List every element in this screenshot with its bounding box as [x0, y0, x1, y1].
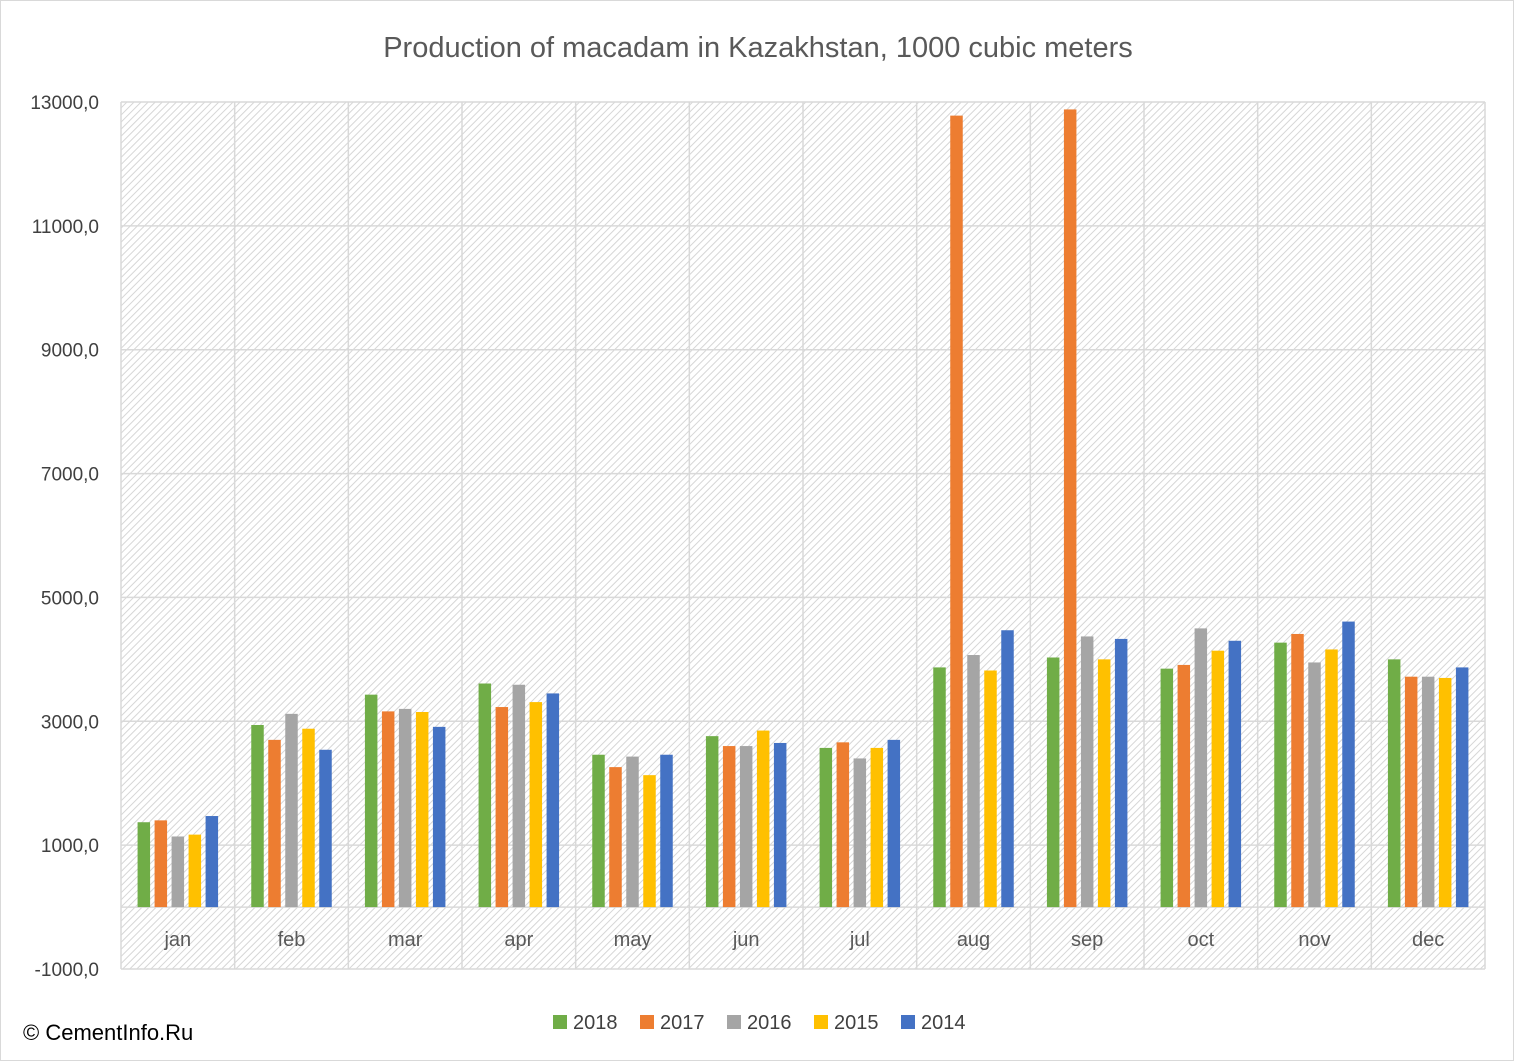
x-tick-label: jan: [163, 929, 191, 951]
bar-2018-jul: [819, 747, 833, 908]
y-tick-label: 1000,0: [41, 836, 99, 857]
bar-2017-jul: [836, 742, 850, 908]
bar-2015-jul: [870, 747, 884, 908]
legend: 2018 2017 2016 2015 2014: [553, 1012, 966, 1034]
bar-2014-oct: [1228, 640, 1242, 908]
x-axis-tick-labels: jan feb mar apr may jun jul aug sep oct nov dec: [163, 929, 1444, 951]
bar-2016-feb: [285, 713, 298, 908]
legend-label-2018: 2018: [573, 1012, 618, 1034]
bar-2017-dec: [1404, 676, 1418, 908]
bar-2017-apr: [495, 707, 509, 908]
bar-2015-sep: [1097, 659, 1111, 908]
bar-2017-jun: [722, 746, 736, 908]
y-tick-label: 5000,0: [41, 588, 99, 609]
bar-2017-sep: [1063, 109, 1077, 908]
bar-2015-dec: [1438, 677, 1452, 908]
bar-2018-sep: [1046, 657, 1060, 908]
x-tick-label: mar: [388, 929, 423, 951]
bar-2016-dec: [1421, 676, 1435, 908]
bar-2014-jun: [773, 742, 787, 908]
bar-2015-jan: [188, 834, 202, 908]
bar-2018-aug: [933, 667, 946, 908]
x-tick-label: oct: [1187, 929, 1214, 951]
bar-2015-oct: [1211, 650, 1225, 908]
bar-2014-apr: [546, 693, 560, 908]
bar-2016-oct: [1194, 628, 1208, 908]
y-tick-label: 11000,0: [32, 217, 99, 238]
x-tick-label: dec: [1412, 929, 1444, 951]
bar-2018-may: [592, 754, 605, 908]
bar-2015-apr: [529, 702, 543, 908]
bar-2017-jan: [154, 820, 168, 908]
x-tick-label: feb: [278, 929, 306, 951]
bar-2014-may: [660, 754, 673, 908]
legend-label-2016: 2016: [747, 1012, 792, 1034]
bar-2016-nov: [1308, 662, 1321, 908]
bar-2016-jun: [739, 746, 753, 908]
bar-2014-jul: [887, 739, 901, 908]
bar-2016-may: [626, 756, 639, 908]
bar-2014-mar: [432, 726, 446, 908]
bar-2016-sep: [1080, 636, 1094, 908]
y-tick-label: 9000,0: [41, 341, 99, 362]
legend-swatch-2018: [553, 1015, 567, 1029]
bar-2015-feb: [302, 728, 315, 908]
bar-2016-jul: [853, 758, 867, 908]
copyright-text: © CementInfo.Ru: [23, 1020, 194, 1045]
bar-2016-aug: [967, 655, 980, 908]
bar-2014-dec: [1455, 667, 1469, 908]
x-tick-label: may: [614, 929, 652, 951]
x-tick-label: aug: [957, 929, 990, 951]
bar-2015-aug: [984, 670, 997, 908]
bar-2018-oct: [1160, 668, 1174, 908]
bar-2018-apr: [478, 683, 492, 908]
y-tick-label: 7000,0: [41, 465, 99, 486]
bar-2016-mar: [398, 708, 412, 908]
bar-2017-aug: [950, 115, 963, 908]
chart-title: Production of macadam in Kazakhstan, 100…: [383, 32, 1133, 64]
x-tick-label: sep: [1071, 929, 1103, 951]
legend-label-2017: 2017: [660, 1012, 705, 1034]
bars: [137, 109, 1469, 908]
bar-2014-nov: [1342, 621, 1355, 908]
x-tick-label: jul: [849, 929, 870, 951]
bar-2017-mar: [381, 711, 395, 908]
bar-2018-dec: [1387, 659, 1401, 908]
bar-2018-mar: [364, 694, 378, 908]
y-tick-label: 13000,0: [30, 93, 99, 114]
y-tick-label: -1000,0: [35, 960, 99, 981]
bar-2015-mar: [415, 712, 429, 908]
bar-2018-jun: [705, 736, 719, 908]
bar-2018-jan: [137, 822, 151, 908]
legend-swatch-2016: [727, 1015, 741, 1029]
gridlines: [120, 101, 1486, 970]
bar-2017-may: [609, 767, 622, 908]
bar-2015-nov: [1325, 649, 1338, 908]
bar-2018-feb: [251, 725, 264, 908]
bar-2014-aug: [1001, 630, 1014, 908]
bar-2017-nov: [1291, 633, 1304, 908]
y-axis-tick-labels: 13000,0 11000,0 9000,0 7000,0 5000,0 3000,0 10…: [30, 93, 99, 981]
x-tick-label: jun: [732, 929, 760, 951]
bar-2014-feb: [319, 749, 332, 908]
x-tick-label: apr: [504, 929, 533, 951]
bar-2015-jun: [756, 730, 770, 908]
y-tick-label: 3000,0: [41, 712, 99, 733]
legend-swatch-2015: [814, 1015, 828, 1029]
legend-swatch-2017: [640, 1015, 654, 1029]
bar-2014-jan: [205, 816, 219, 908]
bar-2016-jan: [171, 836, 185, 908]
x-tick-label: nov: [1298, 929, 1330, 951]
bar-2016-apr: [512, 684, 526, 908]
bar-2018-nov: [1274, 642, 1287, 908]
bar-2017-feb: [268, 739, 281, 908]
legend-label-2015: 2015: [834, 1012, 879, 1034]
bar-2015-may: [643, 775, 656, 908]
bar-2017-oct: [1177, 664, 1191, 908]
legend-label-2014: 2014: [921, 1012, 966, 1034]
bar-2014-sep: [1114, 638, 1128, 908]
legend-swatch-2014: [901, 1015, 915, 1029]
